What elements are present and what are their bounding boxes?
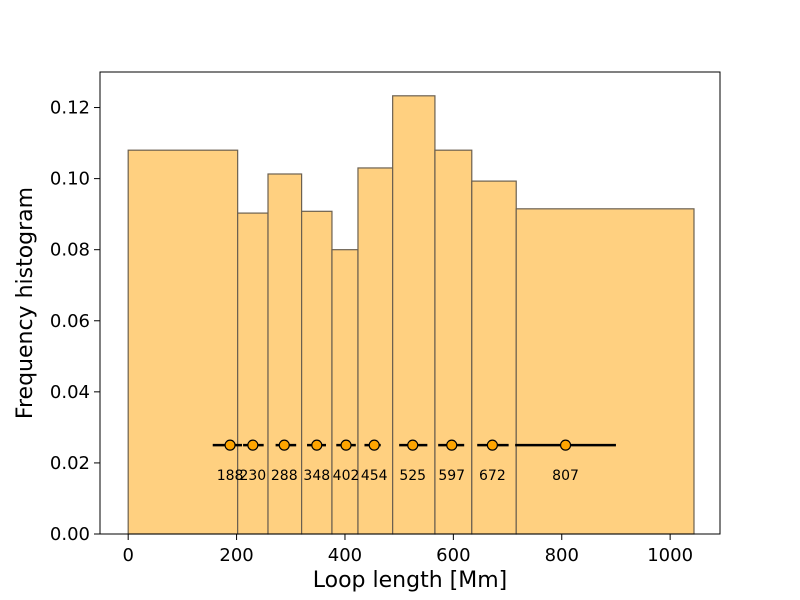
y-tick-label-4: 0.06 bbox=[50, 311, 90, 332]
histogram-bar-10 bbox=[515, 208, 695, 535]
x-axis: 0 200 400 600 800 1000 bbox=[122, 534, 693, 566]
x-axis-title: Loop length [Mm] bbox=[313, 568, 507, 593]
marker-point-2 bbox=[247, 439, 259, 451]
x-tick-label-4: 600 bbox=[436, 545, 470, 566]
marker-label-9: 672 bbox=[479, 468, 506, 484]
marker-label-6: 454 bbox=[361, 468, 388, 484]
y-tick-label-3: 0.04 bbox=[50, 382, 90, 403]
marker-label-2: 230 bbox=[239, 468, 266, 484]
y-tick-label-7: 0.12 bbox=[50, 98, 90, 119]
histogram-bar-5 bbox=[331, 249, 359, 535]
marker-point-1 bbox=[224, 439, 236, 451]
marker-point-7 bbox=[407, 439, 419, 451]
marker-label-10: 807 bbox=[552, 468, 579, 484]
histogram-bar-2 bbox=[237, 212, 269, 535]
y-axis-title: Frequency histogram bbox=[13, 187, 38, 419]
histogram-bar-1 bbox=[127, 149, 239, 535]
x-tick-label-1: 0 bbox=[122, 545, 133, 566]
y-tick-label-6: 0.10 bbox=[50, 169, 90, 190]
marker-label-3: 288 bbox=[271, 468, 298, 484]
histogram-bar-8 bbox=[434, 149, 473, 535]
marker-point-3 bbox=[278, 439, 290, 451]
x-tick-label-3: 400 bbox=[328, 545, 362, 566]
histogram-bar-4 bbox=[301, 210, 333, 535]
x-tick-label-6: 1000 bbox=[647, 545, 693, 566]
marker-point-9 bbox=[486, 439, 498, 451]
y-tick-label-5: 0.08 bbox=[50, 240, 90, 261]
marker-point-10 bbox=[559, 439, 572, 451]
marker-label-4: 348 bbox=[303, 468, 330, 484]
x-tick-label-5: 800 bbox=[545, 545, 579, 566]
marker-label-7: 525 bbox=[399, 468, 426, 484]
x-tick-label-2: 200 bbox=[219, 545, 253, 566]
marker-point-5 bbox=[340, 439, 352, 451]
marker-label-5: 402 bbox=[333, 468, 360, 484]
histogram-bar-3 bbox=[267, 173, 303, 535]
marker-label-1: 188 bbox=[217, 468, 244, 484]
plot-frame bbox=[99, 71, 721, 535]
y-axis: 0.00 0.02 0.04 0.06 0.08 0.10 0.12 bbox=[50, 98, 100, 545]
marker-point-6 bbox=[368, 439, 380, 451]
histogram-bar-6 bbox=[357, 167, 394, 535]
marker-label-8: 597 bbox=[438, 468, 465, 484]
bars-layer bbox=[127, 95, 695, 535]
y-tick-label-1: 0.00 bbox=[50, 524, 90, 545]
y-tick-label-2: 0.02 bbox=[50, 453, 90, 474]
marker-point-8 bbox=[446, 439, 458, 451]
marker-point-4 bbox=[311, 439, 323, 451]
